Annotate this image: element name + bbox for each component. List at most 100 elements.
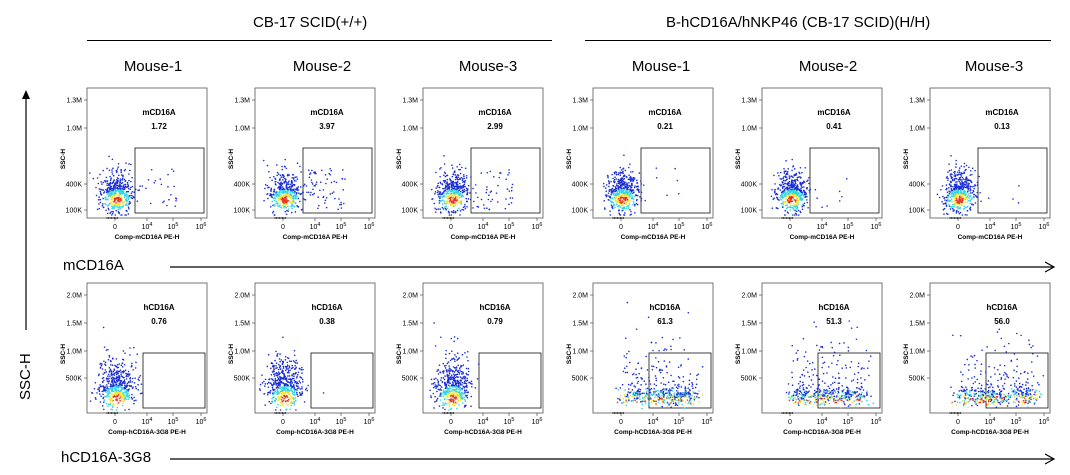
event-dot xyxy=(457,174,460,177)
event-dot xyxy=(447,186,450,189)
event-dot xyxy=(776,198,779,200)
event-dot xyxy=(149,202,152,205)
event-dot xyxy=(275,200,278,203)
event-dot xyxy=(106,180,108,182)
event-dot xyxy=(311,181,313,184)
event-dot xyxy=(505,178,508,180)
event-dot xyxy=(110,185,113,188)
event-dot xyxy=(275,387,278,389)
x-axis-label: Comp-mCD16A PE-H xyxy=(115,234,180,241)
event-dot xyxy=(960,201,963,204)
event-dot xyxy=(963,189,966,192)
event-dot xyxy=(281,381,283,383)
event-dot xyxy=(461,402,464,404)
event-dot xyxy=(803,202,806,205)
event-dot xyxy=(303,401,306,403)
event-dot xyxy=(782,202,784,205)
event-dot xyxy=(791,192,794,195)
event-dot xyxy=(120,189,123,192)
event-dot xyxy=(284,180,287,183)
event-dot xyxy=(628,178,631,181)
event-dot xyxy=(611,173,613,176)
event-dot xyxy=(447,388,449,390)
event-dot xyxy=(969,185,972,188)
event-dot xyxy=(271,371,274,373)
plot-frame xyxy=(592,87,714,219)
event-dot xyxy=(286,356,289,359)
event-dot xyxy=(98,389,101,391)
event-dot xyxy=(101,377,104,380)
event-dot xyxy=(960,172,963,175)
event-dot xyxy=(277,383,280,386)
event-dot xyxy=(781,206,784,209)
event-dot xyxy=(973,193,975,196)
event-dot xyxy=(646,387,649,390)
event-dot xyxy=(802,180,805,182)
event-dot xyxy=(281,363,284,365)
event-dot xyxy=(294,364,296,367)
event-dot xyxy=(967,185,969,188)
event-dot xyxy=(793,199,795,201)
event-dot xyxy=(135,361,137,364)
event-dot xyxy=(443,181,446,184)
event-dot xyxy=(698,396,700,399)
event-dot xyxy=(940,188,942,191)
event-dot xyxy=(450,407,453,410)
event-dot xyxy=(965,192,967,195)
event-dot xyxy=(451,182,454,185)
event-dot xyxy=(442,372,445,374)
event-dot xyxy=(958,169,960,172)
event-dot xyxy=(115,377,118,380)
event-dot xyxy=(127,398,130,401)
event-dot xyxy=(452,203,454,206)
event-dot xyxy=(446,188,449,191)
event-dot xyxy=(967,199,970,202)
event-dot xyxy=(952,185,954,188)
event-dot xyxy=(297,186,300,188)
event-dot xyxy=(335,181,338,184)
event-dot xyxy=(627,188,629,191)
event-dot xyxy=(452,357,455,360)
event-dot xyxy=(787,184,790,187)
event-dot xyxy=(447,391,449,393)
event-dot xyxy=(287,398,290,401)
event-dot xyxy=(114,192,117,195)
event-dot xyxy=(488,194,490,196)
event-dot xyxy=(282,204,285,206)
event-dot xyxy=(105,371,108,373)
event-dot xyxy=(791,188,793,191)
event-dot xyxy=(458,168,460,171)
event-dot xyxy=(956,206,958,209)
event-dot xyxy=(634,195,636,198)
event-dot xyxy=(497,184,499,187)
event-dot xyxy=(293,200,295,203)
event-dot xyxy=(274,177,276,180)
event-dot xyxy=(965,186,968,189)
event-dot xyxy=(950,177,953,180)
event-dot xyxy=(113,391,116,393)
event-dot xyxy=(276,372,278,375)
event-dot xyxy=(953,179,956,182)
event-dot xyxy=(310,179,313,181)
event-dot xyxy=(106,387,108,390)
event-dot xyxy=(974,202,977,204)
event-dot xyxy=(457,398,459,400)
event-dot xyxy=(779,189,782,191)
event-dot xyxy=(655,379,658,382)
event-dot xyxy=(642,184,645,186)
event-dot xyxy=(950,198,953,201)
event-dot xyxy=(945,188,947,191)
event-dot xyxy=(953,170,956,173)
event-dot xyxy=(117,394,119,397)
y-tick-label: 500K xyxy=(402,376,419,383)
event-dot xyxy=(105,349,108,351)
event-dot xyxy=(292,396,295,399)
event-dot xyxy=(282,179,284,181)
event-dot xyxy=(107,380,109,383)
x-axis-label: Comp-mCD16A PE-H xyxy=(790,234,855,241)
event-dot xyxy=(511,197,514,199)
event-dot xyxy=(269,382,271,384)
event-dot xyxy=(443,403,445,406)
event-dot xyxy=(465,189,467,192)
